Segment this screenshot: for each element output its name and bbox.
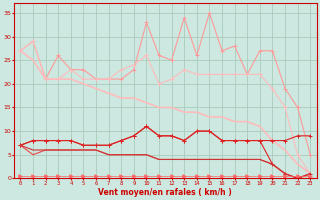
X-axis label: Vent moyen/en rafales ( km/h ): Vent moyen/en rafales ( km/h ) (99, 188, 232, 197)
